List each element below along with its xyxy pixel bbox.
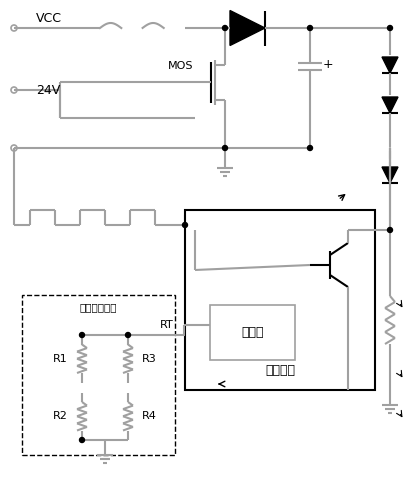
Circle shape <box>307 25 312 31</box>
Text: 频率设置电路: 频率设置电路 <box>79 302 117 312</box>
Bar <box>209 305 294 360</box>
Text: RT: RT <box>160 320 173 330</box>
Circle shape <box>125 332 130 338</box>
Text: R2: R2 <box>53 411 68 421</box>
Text: VCC: VCC <box>36 11 62 24</box>
Bar <box>22 295 175 455</box>
Polygon shape <box>381 57 397 73</box>
Text: 振荡器: 振荡器 <box>241 326 263 339</box>
Circle shape <box>307 146 312 150</box>
Text: +: + <box>322 57 333 70</box>
Circle shape <box>222 25 227 31</box>
Circle shape <box>79 332 84 338</box>
Text: 24V: 24V <box>36 83 60 96</box>
Text: R3: R3 <box>142 354 156 364</box>
Circle shape <box>79 437 84 443</box>
Text: MOS: MOS <box>167 61 192 71</box>
Bar <box>185 210 374 390</box>
Polygon shape <box>381 97 397 113</box>
Text: 驱动芯片: 驱动芯片 <box>264 364 294 376</box>
Circle shape <box>386 228 392 232</box>
Polygon shape <box>381 167 397 183</box>
Text: R4: R4 <box>142 411 156 421</box>
Circle shape <box>222 146 227 150</box>
Text: R1: R1 <box>53 354 68 364</box>
Polygon shape <box>230 11 264 46</box>
Circle shape <box>386 25 392 31</box>
Circle shape <box>182 223 187 228</box>
